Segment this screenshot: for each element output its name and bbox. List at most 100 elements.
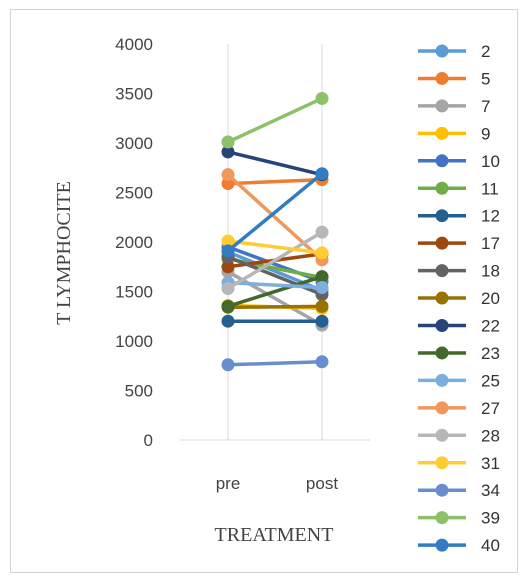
- series-39: [221, 91, 329, 149]
- legend-item: 10: [418, 152, 500, 171]
- y-tick-label: 4000: [115, 35, 153, 54]
- legend-item: 27: [418, 399, 500, 418]
- series-line: [226, 177, 324, 186]
- legend-item: 20: [418, 289, 500, 308]
- legend-label: 39: [481, 509, 500, 528]
- y-tick-label: 1500: [115, 283, 153, 302]
- x-axis-title: TREATMENT: [215, 524, 334, 546]
- data-point: [221, 314, 235, 328]
- legend-item: 22: [418, 317, 500, 336]
- y-tick-label: 3500: [115, 85, 153, 104]
- y-axis-ticks: 0 500 1000 1500 2000 2500 3000 3500 4000: [115, 35, 153, 450]
- legend-label: 22: [481, 317, 500, 336]
- legend-label: 11: [481, 179, 499, 198]
- legend-marker: [435, 373, 449, 387]
- legend-marker: [435, 71, 449, 85]
- legend-marker: [435, 126, 449, 140]
- y-tick-label: 2000: [115, 233, 153, 252]
- data-point: [315, 225, 329, 239]
- legend-label: 18: [481, 262, 500, 281]
- legend-item: 34: [418, 481, 500, 500]
- y-tick-label: 1000: [115, 332, 153, 351]
- series-line: [226, 280, 324, 290]
- legend-label: 5: [481, 69, 490, 88]
- legend-item: 7: [418, 97, 490, 116]
- series-line: [226, 304, 324, 310]
- series-line: [226, 172, 324, 262]
- data-point: [315, 270, 329, 284]
- series-line: [226, 250, 324, 293]
- legend-label: 25: [481, 371, 500, 390]
- series-27: [221, 168, 329, 267]
- series-31: [221, 234, 329, 260]
- data-point: [221, 299, 235, 313]
- data-point: [221, 260, 235, 274]
- y-tick-label: 2500: [115, 184, 153, 203]
- x-tick-label: post: [306, 474, 338, 493]
- legend-item: 9: [418, 124, 490, 143]
- y-axis-title: T LYMPHOCITE: [53, 181, 75, 325]
- series-line: [226, 230, 324, 291]
- legend-marker: [435, 44, 449, 58]
- data-point: [315, 91, 329, 105]
- category-gridlines: [180, 44, 370, 441]
- legend-marker: [435, 236, 449, 250]
- y-tick-label: 3000: [115, 134, 153, 153]
- legend-marker: [435, 319, 449, 332]
- data-point: [221, 234, 235, 248]
- data-point: [315, 299, 329, 313]
- legend-item: 2: [418, 42, 490, 61]
- data-point: [221, 177, 235, 191]
- legend-marker: [435, 483, 449, 497]
- legend-label: 23: [481, 344, 500, 363]
- series-line: [226, 150, 324, 177]
- legend-label: 31: [481, 454, 500, 473]
- data-point: [221, 168, 235, 182]
- legend-label: 27: [481, 399, 500, 418]
- series-lines: [221, 91, 329, 372]
- legend-item: 23: [418, 344, 500, 363]
- series-12: [221, 314, 329, 328]
- series-28: [221, 225, 329, 296]
- data-point: [221, 282, 235, 296]
- legend-item: 28: [418, 426, 500, 445]
- legend-marker: [435, 264, 449, 278]
- legend-item: 39: [418, 509, 500, 528]
- legend-label: 9: [481, 124, 490, 143]
- legend-label: 17: [481, 234, 500, 253]
- y-tick-label: 0: [144, 431, 153, 450]
- y-tick-label: 500: [125, 382, 153, 401]
- data-point: [315, 246, 329, 260]
- series-line: [226, 239, 324, 255]
- legend-item: 31: [418, 454, 500, 473]
- legend-item: 17: [418, 234, 500, 253]
- legend-marker: [435, 456, 449, 470]
- legend-marker: [435, 99, 449, 113]
- series-line: [226, 171, 324, 253]
- series-23: [221, 270, 329, 313]
- legend-item: 40: [418, 536, 500, 555]
- series-line: [226, 360, 324, 367]
- legend-item: 12: [418, 207, 500, 226]
- x-tick-label: pre: [216, 474, 241, 493]
- data-point: [221, 358, 235, 372]
- legend-label: 28: [481, 426, 500, 445]
- legend-label: 2: [481, 42, 490, 61]
- data-point: [221, 145, 235, 159]
- data-point: [221, 244, 235, 258]
- series-34: [221, 355, 329, 372]
- legend-label: 12: [481, 207, 500, 226]
- legend-marker: [435, 154, 449, 168]
- legend-marker: [435, 291, 449, 305]
- legend-label: 7: [481, 97, 490, 116]
- series-40: [221, 167, 329, 258]
- legend-marker: [435, 209, 449, 223]
- legend-marker: [435, 346, 449, 360]
- data-point: [315, 281, 329, 295]
- legend-marker: [435, 538, 449, 552]
- legend-marker: [435, 428, 449, 442]
- legend-marker: [435, 181, 449, 195]
- legend-item: 5: [418, 69, 490, 88]
